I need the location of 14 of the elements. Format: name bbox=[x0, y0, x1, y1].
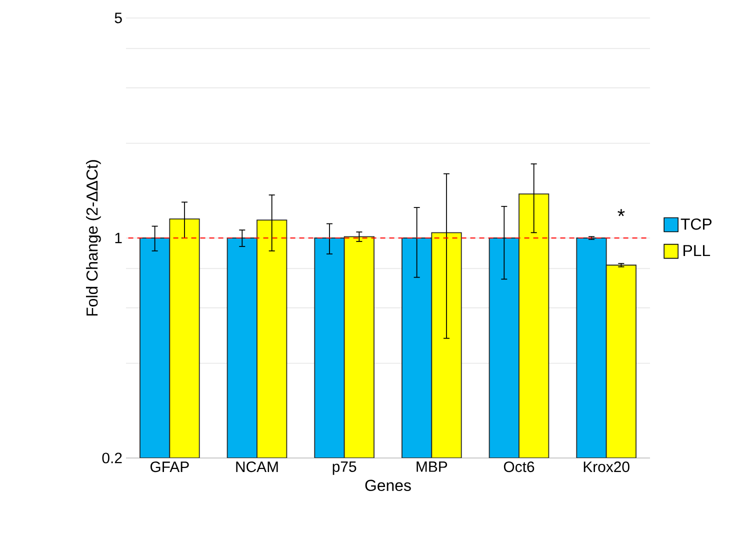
y-tick-label: 5 bbox=[114, 12, 122, 24]
x-tick-label: GFAP bbox=[150, 462, 189, 472]
y-tick-label: 1 bbox=[115, 232, 122, 244]
annotation: * bbox=[618, 209, 625, 216]
x-tick-label: p75 bbox=[332, 462, 356, 475]
legend-label: PLL bbox=[684, 245, 710, 256]
x-tick-label: NCAM bbox=[236, 462, 278, 472]
y-tick-label: 0.2 bbox=[102, 452, 122, 464]
x-tick-label: Oct6 bbox=[504, 462, 534, 472]
x-tick-label: Krox20 bbox=[584, 462, 630, 472]
legend-label: TCP bbox=[680, 218, 712, 230]
y-axis-title: Fold Change (2-ΔΔCt) bbox=[86, 160, 101, 316]
x-axis-title: Genes bbox=[365, 480, 411, 492]
x-tick-label: MBP bbox=[416, 462, 448, 472]
